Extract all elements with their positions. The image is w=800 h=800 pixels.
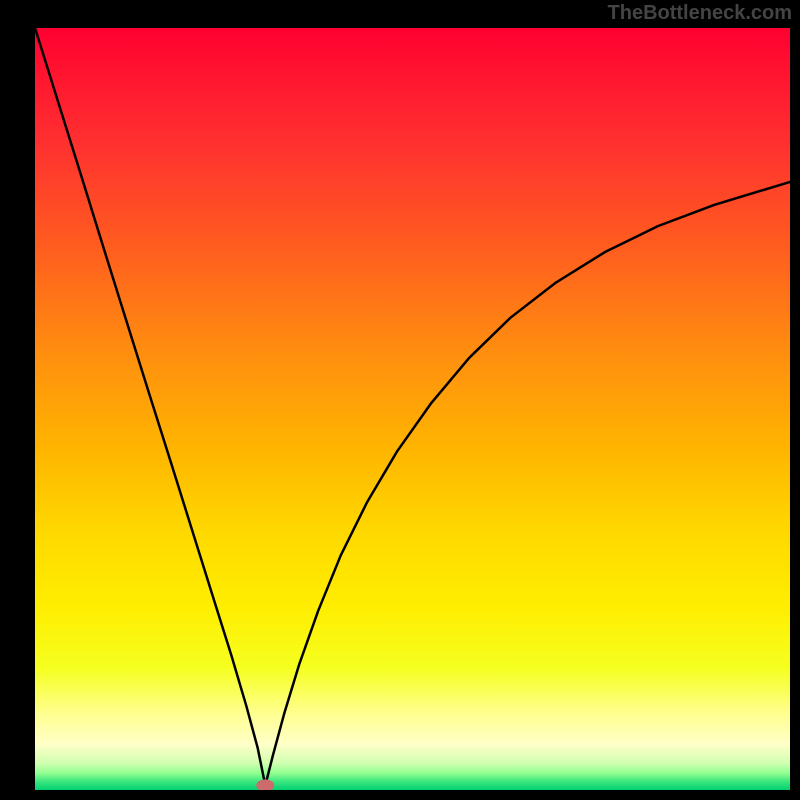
min-point-marker	[256, 779, 274, 790]
chart-svg	[35, 28, 790, 790]
chart-plot-area	[35, 28, 790, 790]
bottleneck-curve	[35, 28, 790, 785]
watermark-text: TheBottleneck.com	[608, 2, 792, 25]
